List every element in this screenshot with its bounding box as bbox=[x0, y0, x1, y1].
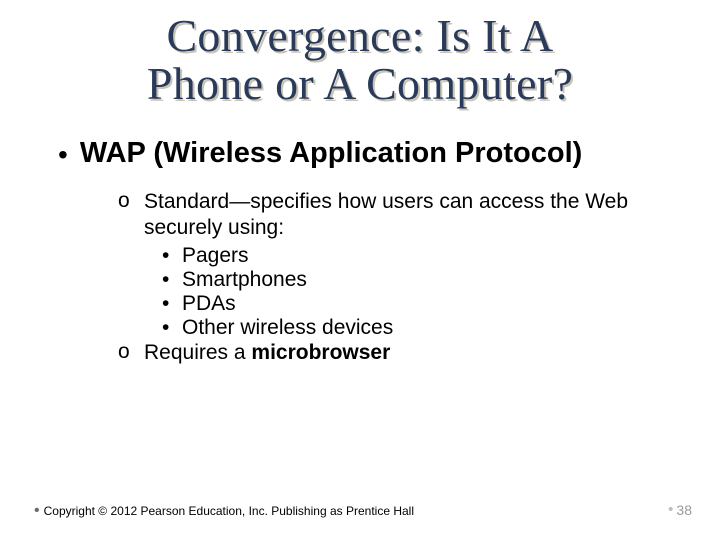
bullet-dot-icon: • bbox=[58, 137, 68, 173]
page-title: Convergence: Is It A Phone or A Computer… bbox=[40, 12, 680, 109]
list-item: • Smartphones bbox=[162, 268, 680, 292]
list-item-pre: Requires a bbox=[144, 341, 251, 364]
slide: Convergence: Is It A Phone or A Computer… bbox=[0, 0, 720, 540]
list-item: • PDAs bbox=[162, 292, 680, 316]
title-line1: Convergence: Is It A bbox=[166, 10, 553, 61]
title-foreground: Convergence: Is It A Phone or A Computer… bbox=[147, 10, 573, 109]
list-item-text: PDAs bbox=[182, 292, 236, 316]
bullet-dot-icon: • bbox=[162, 268, 182, 292]
bullet-dot-icon: • bbox=[162, 292, 182, 316]
list-item-text: Other wireless devices bbox=[182, 316, 393, 340]
list-item: • Other wireless devices bbox=[162, 316, 680, 340]
page-number: • 38 bbox=[668, 502, 692, 518]
list-item: • Pagers bbox=[162, 244, 680, 268]
list-item-text: Requires a microbrowser bbox=[144, 340, 390, 367]
bullet-dot-icon: • bbox=[162, 316, 182, 340]
sub-list: o Standard—specifies how users can acces… bbox=[118, 189, 680, 368]
title-line2: Phone or A Computer? bbox=[147, 58, 573, 109]
list-item: o Requires a microbrowser bbox=[118, 340, 680, 367]
bullet-dot-icon: • bbox=[668, 504, 673, 516]
list-item-text: Pagers bbox=[182, 244, 249, 268]
list-item-bold: microbrowser bbox=[251, 341, 390, 364]
list-item: o Standard—specifies how users can acces… bbox=[118, 189, 680, 243]
top-bullet: • WAP (Wireless Application Protocol) bbox=[58, 137, 680, 173]
top-bullet-text: WAP (Wireless Application Protocol) bbox=[80, 137, 582, 170]
footer-text: Copyright © 2012 Pearson Education, Inc.… bbox=[44, 504, 414, 518]
inner-list: • Pagers • Smartphones • PDAs • Other wi… bbox=[162, 244, 680, 340]
circle-marker-icon: o bbox=[118, 189, 144, 213]
list-item-text: Standard—specifies how users can access … bbox=[144, 189, 680, 243]
page-number-text: 38 bbox=[676, 502, 692, 518]
list-item-text: Smartphones bbox=[182, 268, 307, 292]
circle-marker-icon: o bbox=[118, 340, 144, 364]
bullet-dot-icon: • bbox=[162, 244, 182, 268]
bullet-dot-icon: • bbox=[34, 505, 40, 517]
footer: • Copyright © 2012 Pearson Education, In… bbox=[34, 504, 414, 518]
